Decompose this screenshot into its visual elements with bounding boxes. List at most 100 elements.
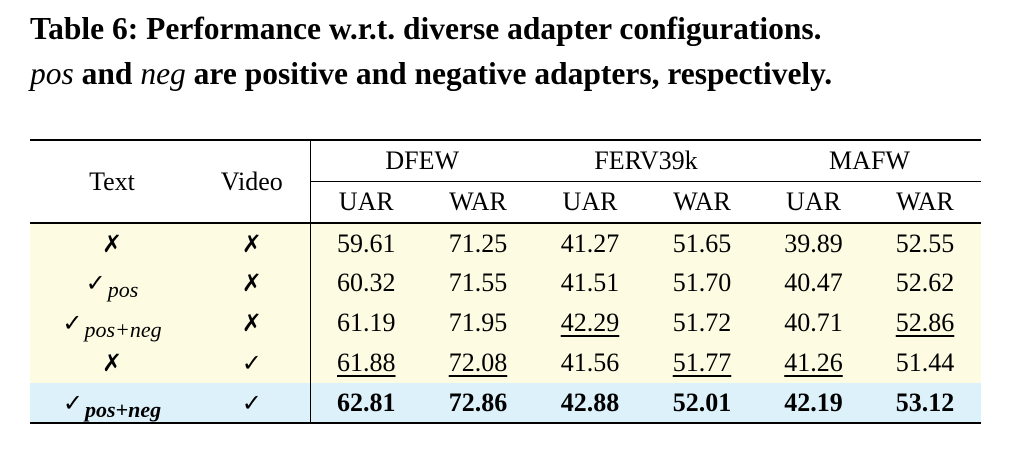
cross-icon: ✗ xyxy=(241,309,262,337)
cell-value: 51.65 xyxy=(646,223,758,263)
caption-line-2: pos and neg are positive and negative ad… xyxy=(30,51,1005,96)
cross-icon: ✗ xyxy=(101,349,123,377)
cell-video-config: ✓ xyxy=(194,383,311,424)
cell-value: 62.81 xyxy=(310,383,422,424)
cell-value: 52.62 xyxy=(869,263,981,303)
value-text: 42.19 xyxy=(784,387,843,417)
cell-value: 59.61 xyxy=(310,223,422,263)
value-text: 60.32 xyxy=(337,268,396,297)
header-metric: UAR xyxy=(534,181,646,224)
cell-value: 60.32 xyxy=(310,263,422,303)
check-icon: ✓ xyxy=(62,309,83,337)
cell-value: 61.19 xyxy=(310,303,422,343)
cell-value: 41.27 xyxy=(534,223,646,263)
caption-neg: neg xyxy=(140,56,186,91)
value-text: 62.81 xyxy=(337,387,396,417)
value-text: 51.72 xyxy=(672,308,732,337)
check-icon: ✓ xyxy=(241,388,262,417)
header-metric: WAR xyxy=(422,181,534,224)
value-text: 40.47 xyxy=(784,268,843,297)
caption-line-1: Table 6: Performance w.r.t. diverse adap… xyxy=(30,11,822,46)
value-text: 52.01 xyxy=(672,387,732,417)
cell-value: 42.88 xyxy=(534,383,646,424)
cross-icon: ✗ xyxy=(241,229,262,258)
value-text: 61.88 xyxy=(337,348,396,377)
cross-icon: ✗ xyxy=(241,269,262,297)
value-text: 53.12 xyxy=(895,387,955,417)
cell-value: 40.71 xyxy=(758,303,869,343)
header-text: Text xyxy=(30,139,194,224)
cell-video-config: ✗ xyxy=(194,223,311,263)
cell-value: 42.19 xyxy=(758,383,869,424)
cell-value: 39.89 xyxy=(758,223,869,263)
table-body: ✗ ✗ 59.61 71.25 41.27 51.65 39.89 52.55 ✓pos ✗ 60.… xyxy=(30,223,981,424)
value-text: 42.88 xyxy=(560,387,620,417)
cell-text-config: ✓pos+neg xyxy=(30,303,194,343)
header-metric: UAR xyxy=(310,181,422,224)
cell-value: 52.55 xyxy=(869,223,981,263)
check-icon: ✓ xyxy=(85,269,106,297)
table-row: ✓pos ✗ 60.32 71.55 41.51 51.70 40.47 52.62 xyxy=(30,263,981,303)
caption-and: and xyxy=(73,56,141,91)
adapter-subscript: pos xyxy=(107,277,139,302)
value-text: 41.27 xyxy=(560,228,620,258)
cell-value: 71.95 xyxy=(422,303,534,343)
header-metric: WAR xyxy=(869,181,981,224)
cell-value: 51.44 xyxy=(869,343,981,383)
cell-value: 52.01 xyxy=(646,383,758,424)
adapter-subscript: pos+neg xyxy=(85,396,162,422)
cell-value: 40.47 xyxy=(758,263,869,303)
header-group-mafw: MAFW xyxy=(758,139,981,182)
table-row: ✗ ✓ 61.88 72.08 41.56 51.77 41.26 51.44 xyxy=(30,343,981,383)
cell-value: 51.70 xyxy=(646,263,758,303)
value-text: 72.08 xyxy=(448,348,508,377)
value-text: 40.71 xyxy=(784,308,843,337)
value-text: 42.29 xyxy=(560,308,620,337)
cell-value: 72.08 xyxy=(422,343,534,383)
value-text: 72.86 xyxy=(448,387,508,417)
table-row: ✓pos+neg ✓ 62.81 72.86 42.88 52.01 42.19 53.12 xyxy=(30,383,981,424)
value-text: 41.51 xyxy=(560,268,620,297)
table-row: ✗ ✗ 59.61 71.25 41.27 51.65 39.89 52.55 xyxy=(30,223,981,263)
cell-value: 71.25 xyxy=(422,223,534,263)
header-metric: WAR xyxy=(646,181,758,224)
value-text: 51.77 xyxy=(672,348,732,377)
value-text: 59.61 xyxy=(337,228,396,258)
cell-value: 61.88 xyxy=(310,343,422,383)
value-text: 61.19 xyxy=(337,308,396,337)
cell-video-config: ✗ xyxy=(194,263,311,303)
value-text: 41.26 xyxy=(784,348,843,377)
table-caption: Table 6: Performance w.r.t. diverse adap… xyxy=(30,6,1005,96)
cell-value: 41.51 xyxy=(534,263,646,303)
caption-pos: pos xyxy=(30,56,74,91)
cell-value: 51.72 xyxy=(646,303,758,343)
value-text: 41.56 xyxy=(560,348,620,377)
cell-value: 41.56 xyxy=(534,343,646,383)
adapter-subscript: pos+neg xyxy=(84,317,162,342)
header-metric: UAR xyxy=(758,181,869,224)
cell-value: 51.77 xyxy=(646,343,758,383)
value-text: 39.89 xyxy=(784,228,843,258)
value-text: 71.25 xyxy=(448,228,508,258)
header-group-ferv39k: FERV39k xyxy=(534,139,758,182)
cell-video-config: ✗ xyxy=(194,303,311,343)
value-text: 52.55 xyxy=(895,228,955,258)
value-text: 51.70 xyxy=(672,268,732,297)
cell-value: 53.12 xyxy=(869,383,981,424)
cell-text-config: ✗ xyxy=(30,223,194,263)
header-group-dfew: DFEW xyxy=(310,139,534,182)
cell-value: 71.55 xyxy=(422,263,534,303)
cell-value: 52.86 xyxy=(869,303,981,343)
cell-text-config: ✓pos xyxy=(30,263,194,303)
cell-value: 41.26 xyxy=(758,343,869,383)
cell-value: 72.86 xyxy=(422,383,534,424)
cross-icon: ✗ xyxy=(101,229,123,258)
value-text: 51.44 xyxy=(895,348,955,377)
header-video: Video xyxy=(194,139,311,224)
value-text: 52.86 xyxy=(895,308,955,337)
caption-rest: are positive and negative adapters, resp… xyxy=(185,56,833,91)
value-text: 71.55 xyxy=(448,268,508,297)
table-row: ✓pos+neg ✗ 61.19 71.95 42.29 51.72 40.71 52.86 xyxy=(30,303,981,343)
cell-value: 42.29 xyxy=(534,303,646,343)
cell-text-config: ✗ xyxy=(30,343,194,383)
